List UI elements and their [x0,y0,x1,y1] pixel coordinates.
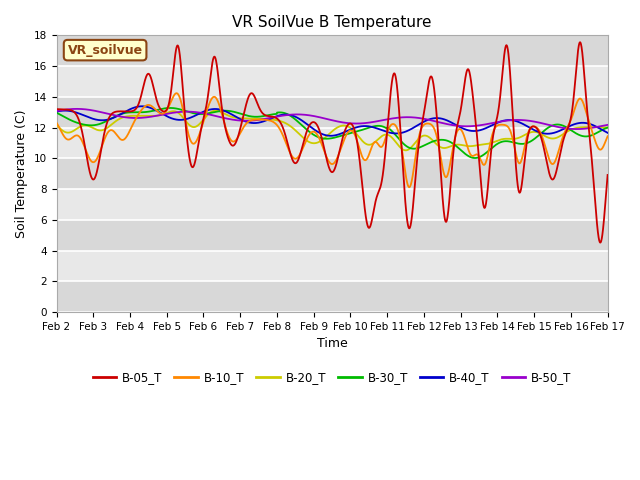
B-50_T [148,114,156,120]
B-40_T [288,112,296,118]
Bar [56,66,607,97]
B-40_T [52,109,60,115]
B-05_T [264,113,272,119]
B-40_T [604,130,611,136]
B-20_T [264,116,272,122]
Legend: B-05_T, B-10_T, B-20_T, B-30_T, B-40_T, B-50_T: B-05_T, B-10_T, B-20_T, B-30_T, B-40_T, … [88,367,576,389]
B-40_T [264,117,272,122]
B-20_T [288,124,296,130]
Title: VR SoilVue B Temperature: VR SoilVue B Temperature [232,15,432,30]
B-10_T [534,126,541,132]
X-axis label: Time: Time [317,337,348,350]
B-10_T [52,120,60,126]
B-30_T [534,133,541,139]
Bar [56,281,607,312]
Text: VR_soilvue: VR_soilvue [68,44,143,57]
Bar [56,220,607,251]
B-50_T [288,112,296,118]
B-20_T [212,108,220,113]
B-50_T [593,124,601,130]
B-30_T [471,155,479,161]
Bar [56,97,607,128]
B-30_T [52,110,60,116]
B-50_T [73,106,81,112]
B-05_T [288,155,296,161]
Line: B-05_T: B-05_T [56,42,607,242]
Line: B-20_T: B-20_T [56,110,607,150]
B-05_T [116,108,124,114]
B-30_T [264,112,272,118]
Line: B-50_T: B-50_T [56,109,607,129]
B-40_T [116,112,124,118]
B-10_T [173,90,180,96]
Bar [56,158,607,189]
B-10_T [264,117,272,123]
B-30_T [288,114,296,120]
Y-axis label: Soil Temperature (C): Soil Temperature (C) [15,109,28,238]
B-20_T [402,147,410,153]
Bar [56,189,607,220]
B-30_T [116,112,124,118]
B-50_T [116,113,124,119]
B-05_T [593,220,601,226]
B-30_T [604,125,611,131]
B-40_T [593,124,601,130]
B-20_T [52,122,60,128]
B-40_T [534,129,541,134]
Line: B-30_T: B-30_T [56,108,607,158]
B-05_T [148,79,156,84]
B-40_T [327,133,335,139]
B-10_T [593,143,601,149]
B-05_T [52,106,60,112]
B-30_T [166,105,174,111]
Bar [56,36,607,66]
B-20_T [604,125,611,131]
B-10_T [148,104,156,109]
Line: B-10_T: B-10_T [56,93,607,187]
B-40_T [148,106,156,111]
B-05_T [596,240,604,245]
Line: B-40_T: B-40_T [56,106,607,136]
B-20_T [534,130,541,135]
B-10_T [116,135,124,141]
B-20_T [148,113,156,119]
Bar [56,251,607,281]
B-05_T [576,39,584,45]
B-50_T [52,108,60,114]
Bar [56,128,607,158]
B-10_T [604,133,611,139]
B-50_T [534,120,541,125]
B-10_T [288,153,296,159]
B-05_T [604,172,611,178]
B-30_T [593,130,601,135]
B-50_T [264,115,272,121]
B-05_T [534,126,541,132]
B-30_T [148,108,156,114]
B-10_T [405,184,413,190]
B-50_T [573,126,580,132]
B-20_T [593,124,601,130]
B-50_T [604,122,611,128]
B-20_T [116,116,124,122]
B-40_T [138,103,146,109]
